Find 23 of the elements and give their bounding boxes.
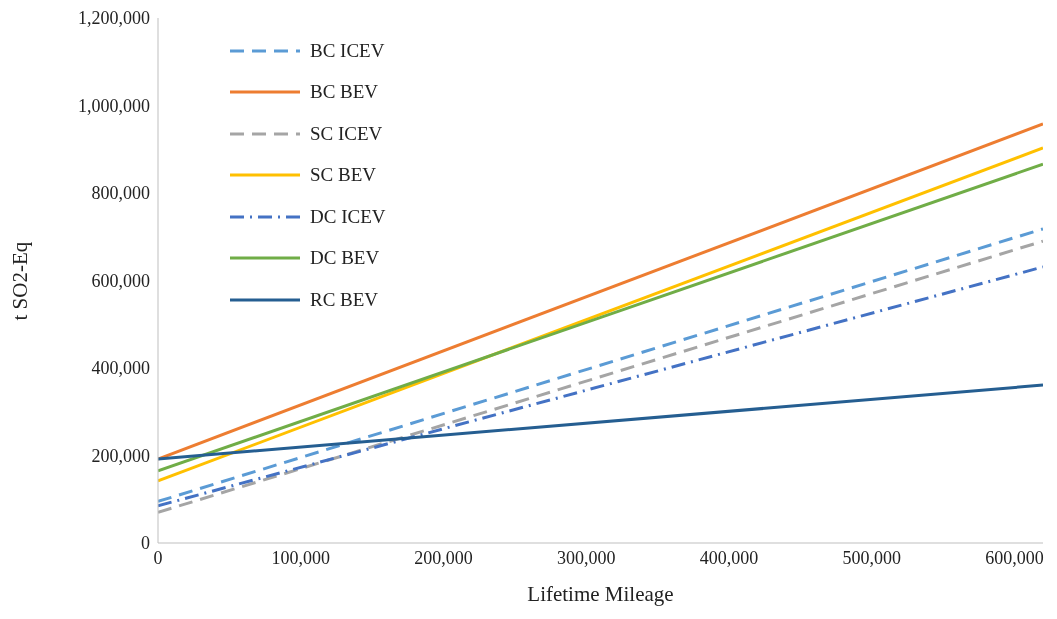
y-tick-label: 800,000: [91, 183, 150, 204]
y-tick-label: 1,200,000: [78, 8, 150, 29]
y-axis-title: t SO2-Eq: [8, 241, 33, 321]
y-tick-label: 600,000: [91, 270, 150, 291]
x-tick-label: 200,000: [414, 547, 473, 568]
x-tick-label: 300,000: [556, 547, 616, 568]
x-tick-label: 0: [153, 547, 163, 568]
legend-label: DC BEV: [310, 247, 380, 270]
legend-label: BC ICEV: [310, 39, 385, 62]
y-tick-label: 400,000: [91, 358, 150, 379]
legend-label: DC ICEV: [310, 205, 386, 228]
y-tick-label: 0: [141, 533, 150, 554]
legend-label: BC BEV: [310, 81, 379, 104]
legend-label: SC ICEV: [310, 122, 383, 145]
y-tick-label: 1,000,000: [78, 95, 150, 116]
legend-label: SC BEV: [310, 164, 376, 187]
x-axis-title: Lifetime Mileage: [527, 582, 674, 606]
legend-label: RC BEV: [310, 288, 379, 311]
x-tick-label: 600,000: [985, 547, 1044, 568]
y-tick-label: 200,000: [91, 445, 150, 466]
x-tick-label: 400,000: [699, 547, 759, 568]
x-tick-label: 500,000: [842, 547, 901, 568]
x-tick-label: 100,000: [271, 547, 330, 568]
